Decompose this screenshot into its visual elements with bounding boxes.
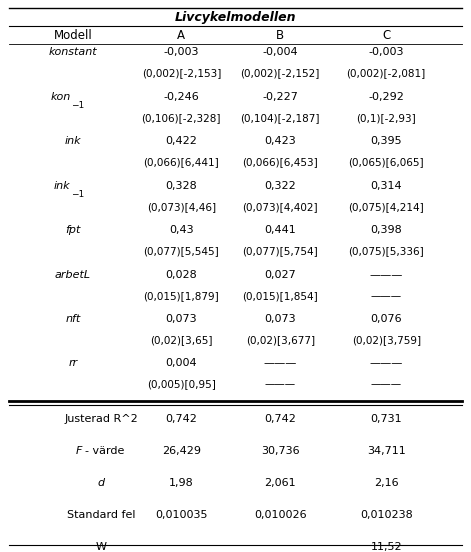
Text: 0,027: 0,027 [264,269,296,280]
Text: ———: ——— [371,379,402,390]
Text: ———: ——— [370,358,403,369]
Text: 0,073: 0,073 [264,314,296,324]
Text: A: A [178,29,185,41]
Text: 34,711: 34,711 [367,446,406,456]
Text: 0,742: 0,742 [165,414,197,424]
Text: 0,423: 0,423 [264,136,296,146]
Text: -0,004: -0,004 [262,47,298,57]
Text: 0,398: 0,398 [370,225,402,235]
Text: - värde: - värde [85,446,124,456]
Text: ———: ——— [264,358,297,369]
Text: 1,98: 1,98 [169,478,194,488]
Text: konstant: konstant [49,47,97,57]
Text: 2,061: 2,061 [264,478,296,488]
Text: -0,292: -0,292 [368,92,404,102]
Text: (0,02)[3,65]: (0,02)[3,65] [150,335,212,345]
Text: (0,104)[-2,187]: (0,104)[-2,187] [241,113,320,123]
Text: ———: ——— [265,379,296,390]
Text: −1: −1 [71,101,84,110]
Text: C: C [382,29,390,41]
Text: arbetL: arbetL [55,269,91,280]
Text: kon: kon [50,92,71,102]
Text: (0,075)[5,336]: (0,075)[5,336] [349,246,424,256]
Text: -0,246: -0,246 [163,92,199,102]
Text: 0,028: 0,028 [165,269,197,280]
Text: 0,322: 0,322 [264,181,296,191]
Text: -0,003: -0,003 [368,47,404,57]
Text: (0,015)[1,879]: (0,015)[1,879] [144,290,219,301]
Text: 0,010035: 0,010035 [155,510,208,520]
Text: 0,328: 0,328 [165,181,197,191]
Text: (0,002)[-2,153]: (0,002)[-2,153] [142,68,221,78]
Text: Modell: Modell [54,29,92,41]
Text: ———: ——— [371,290,402,301]
Text: 0,731: 0,731 [370,414,402,424]
Text: (0,065)[6,065]: (0,065)[6,065] [349,157,424,167]
Text: 0,314: 0,314 [370,181,402,191]
Text: (0,075)[4,214]: (0,075)[4,214] [349,201,424,212]
Text: −1: −1 [71,190,84,199]
Text: (0,073)[4,402]: (0,073)[4,402] [243,201,318,212]
Text: nft: nft [65,314,81,324]
Text: (0,073)[4,46]: (0,073)[4,46] [147,201,216,212]
Text: 0,076: 0,076 [370,314,402,324]
Text: 11,52: 11,52 [370,542,402,552]
Text: rr: rr [68,358,78,369]
Text: F: F [76,446,82,456]
Text: (0,02)[3,677]: (0,02)[3,677] [246,335,315,345]
Text: (0,077)[5,545]: (0,077)[5,545] [144,246,219,256]
Text: fpt: fpt [65,225,81,235]
Text: (0,066)[6,453]: (0,066)[6,453] [243,157,318,167]
Text: 0,010238: 0,010238 [360,510,413,520]
Text: (0,02)[3,759]: (0,02)[3,759] [352,335,421,345]
Text: 0,742: 0,742 [264,414,296,424]
Text: ———: ——— [370,269,403,280]
Text: Livcykelmodellen: Livcykelmodellen [175,11,296,24]
Text: 0,073: 0,073 [165,314,197,324]
Text: B: B [276,29,284,41]
Text: 0,010026: 0,010026 [254,510,307,520]
Text: (0,005)[0,95]: (0,005)[0,95] [147,379,216,390]
Text: 0,422: 0,422 [165,136,197,146]
Text: -0,227: -0,227 [262,92,298,102]
Text: Justerad R^2: Justerad R^2 [65,414,138,424]
Text: 0,004: 0,004 [165,358,197,369]
Text: d: d [97,478,105,488]
Text: 0,395: 0,395 [370,136,402,146]
Text: (0,1)[-2,93]: (0,1)[-2,93] [357,113,416,123]
Text: 30,736: 30,736 [261,446,300,456]
Text: (0,077)[5,754]: (0,077)[5,754] [243,246,318,256]
Text: (0,002)[-2,152]: (0,002)[-2,152] [241,68,320,78]
Text: (0,106)[-2,328]: (0,106)[-2,328] [142,113,221,123]
Text: (0,002)[-2,081]: (0,002)[-2,081] [347,68,426,78]
Text: 0,441: 0,441 [264,225,296,235]
Text: ink: ink [54,181,71,191]
Text: 0,43: 0,43 [169,225,194,235]
Text: (0,015)[1,854]: (0,015)[1,854] [243,290,318,301]
Text: Standard fel: Standard fel [67,510,136,520]
Text: 2,16: 2,16 [374,478,398,488]
Text: ink: ink [65,136,81,146]
Text: W: W [96,542,107,552]
Text: -0,003: -0,003 [163,47,199,57]
Text: (0,066)[6,441]: (0,066)[6,441] [144,157,219,167]
Text: 26,429: 26,429 [162,446,201,456]
